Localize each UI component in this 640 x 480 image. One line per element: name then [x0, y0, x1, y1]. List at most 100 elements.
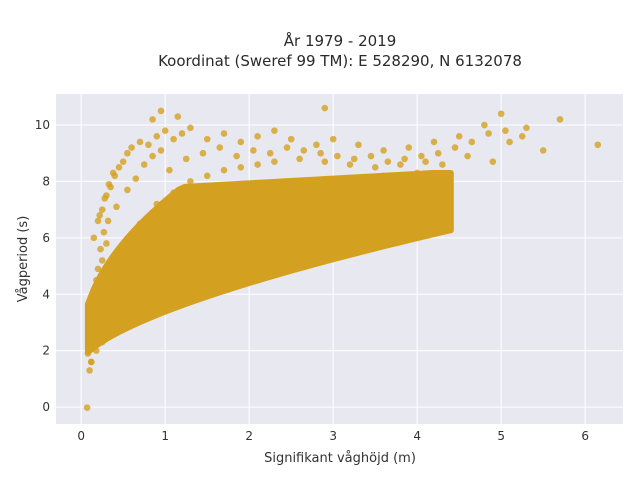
scatter-point	[136, 274, 144, 281]
scatter-point	[355, 141, 362, 149]
scatter-point	[108, 262, 116, 270]
dense-point-cloud	[84, 169, 454, 356]
scatter-point	[113, 203, 120, 211]
scatter-point	[166, 166, 173, 174]
scatter-point	[380, 147, 387, 154]
x-tick-label: 1	[161, 429, 169, 443]
scatter-point	[103, 240, 110, 247]
scatter-point	[321, 158, 329, 165]
scatter-point	[271, 158, 278, 165]
scatter-point	[413, 169, 421, 177]
scatter-point	[250, 147, 257, 154]
scatter-point	[254, 161, 261, 168]
scatter-point	[178, 130, 186, 137]
scatter-point	[384, 158, 392, 165]
scatter-point	[170, 248, 177, 256]
scatter-point	[313, 200, 320, 208]
scatter-point	[170, 189, 177, 197]
scatter-point	[107, 327, 114, 335]
scatter-point	[279, 195, 287, 202]
scatter-point	[111, 276, 119, 284]
scatter-point	[136, 220, 144, 228]
scatter-point	[203, 135, 211, 143]
scatter-point	[83, 404, 91, 411]
scatter-point	[149, 116, 156, 123]
scatter-point	[119, 290, 127, 298]
scatter-point	[84, 350, 92, 357]
x-tick-label: 4	[413, 429, 421, 443]
scatter-point	[283, 144, 291, 151]
y-tick-label: 10	[35, 118, 50, 132]
scatter-point	[300, 147, 308, 154]
scatter-point	[329, 135, 337, 143]
x-tick-label: 3	[329, 429, 337, 443]
scatter-point	[502, 127, 509, 134]
x-tick-label: 5	[497, 429, 505, 443]
scatter-point	[187, 178, 194, 185]
scatter-point	[346, 161, 354, 168]
scatter-point	[100, 228, 108, 236]
scatter-point	[90, 234, 98, 242]
scatter-point	[161, 127, 169, 134]
scatter-point	[254, 133, 261, 140]
scatter-point	[233, 152, 240, 160]
scatter-point	[103, 305, 110, 312]
scatter-point	[380, 172, 387, 180]
scatter-point	[87, 358, 95, 366]
scatter-point	[313, 141, 320, 149]
y-tick-label: 4	[42, 287, 50, 301]
x-axis-ticks: 0 1 2 3 4 5 6	[77, 429, 589, 443]
scatter-point	[101, 195, 109, 202]
scatter-point	[401, 155, 408, 163]
scatter-point	[304, 189, 312, 197]
scatter-point	[216, 144, 224, 151]
scatter-point	[556, 116, 564, 123]
scatter-point	[98, 338, 106, 346]
chart-title-line-2: Koordinat (Sweref 99 TM): E 528290, N 61…	[158, 52, 522, 70]
scatter-point	[187, 124, 194, 132]
x-tick-label: 0	[77, 429, 85, 443]
scatter-point	[145, 293, 152, 301]
scatter-point	[397, 161, 404, 168]
scatter-point	[174, 113, 182, 120]
scatter-point	[157, 107, 165, 115]
scatter-point	[87, 296, 95, 304]
scatter-point	[145, 141, 152, 149]
scatter-point	[329, 183, 337, 191]
scatter-point	[485, 130, 492, 137]
scatter-point	[350, 155, 358, 163]
scatter-point	[195, 259, 203, 267]
scatter-point	[237, 164, 245, 171]
scatter-point	[363, 183, 371, 191]
x-axis-label: Signifikant våghöjd (m)	[264, 451, 416, 466]
scatter-point	[212, 228, 219, 236]
scatter-point	[321, 104, 329, 112]
scatter-point	[96, 211, 103, 219]
y-axis-ticks: 0 2 4 6 8 10	[35, 118, 50, 414]
scatter-point	[287, 211, 295, 219]
scatter-point	[388, 178, 396, 185]
scatter-points	[83, 104, 602, 411]
scatter-point	[153, 133, 161, 140]
scatter-point	[430, 138, 438, 146]
scatter-point	[455, 133, 463, 140]
x-tick-label: 6	[581, 429, 589, 443]
scatter-point	[468, 138, 476, 146]
scatter-point	[132, 175, 140, 182]
scatter-point	[128, 307, 135, 315]
scatter-point	[434, 149, 442, 157]
y-tick-label: 2	[42, 344, 50, 358]
scatter-point	[367, 152, 375, 160]
scatter-point	[418, 152, 425, 160]
scatter-point	[94, 217, 102, 225]
scatter-point	[182, 155, 190, 163]
scatter-point	[439, 161, 446, 168]
scatter-point	[124, 186, 131, 194]
scatter-point	[271, 127, 278, 134]
scatter-point	[355, 178, 362, 185]
scatter-point	[497, 110, 505, 118]
scatter-point	[98, 206, 106, 213]
scatter-point	[464, 152, 471, 160]
scatter-point	[115, 164, 123, 171]
